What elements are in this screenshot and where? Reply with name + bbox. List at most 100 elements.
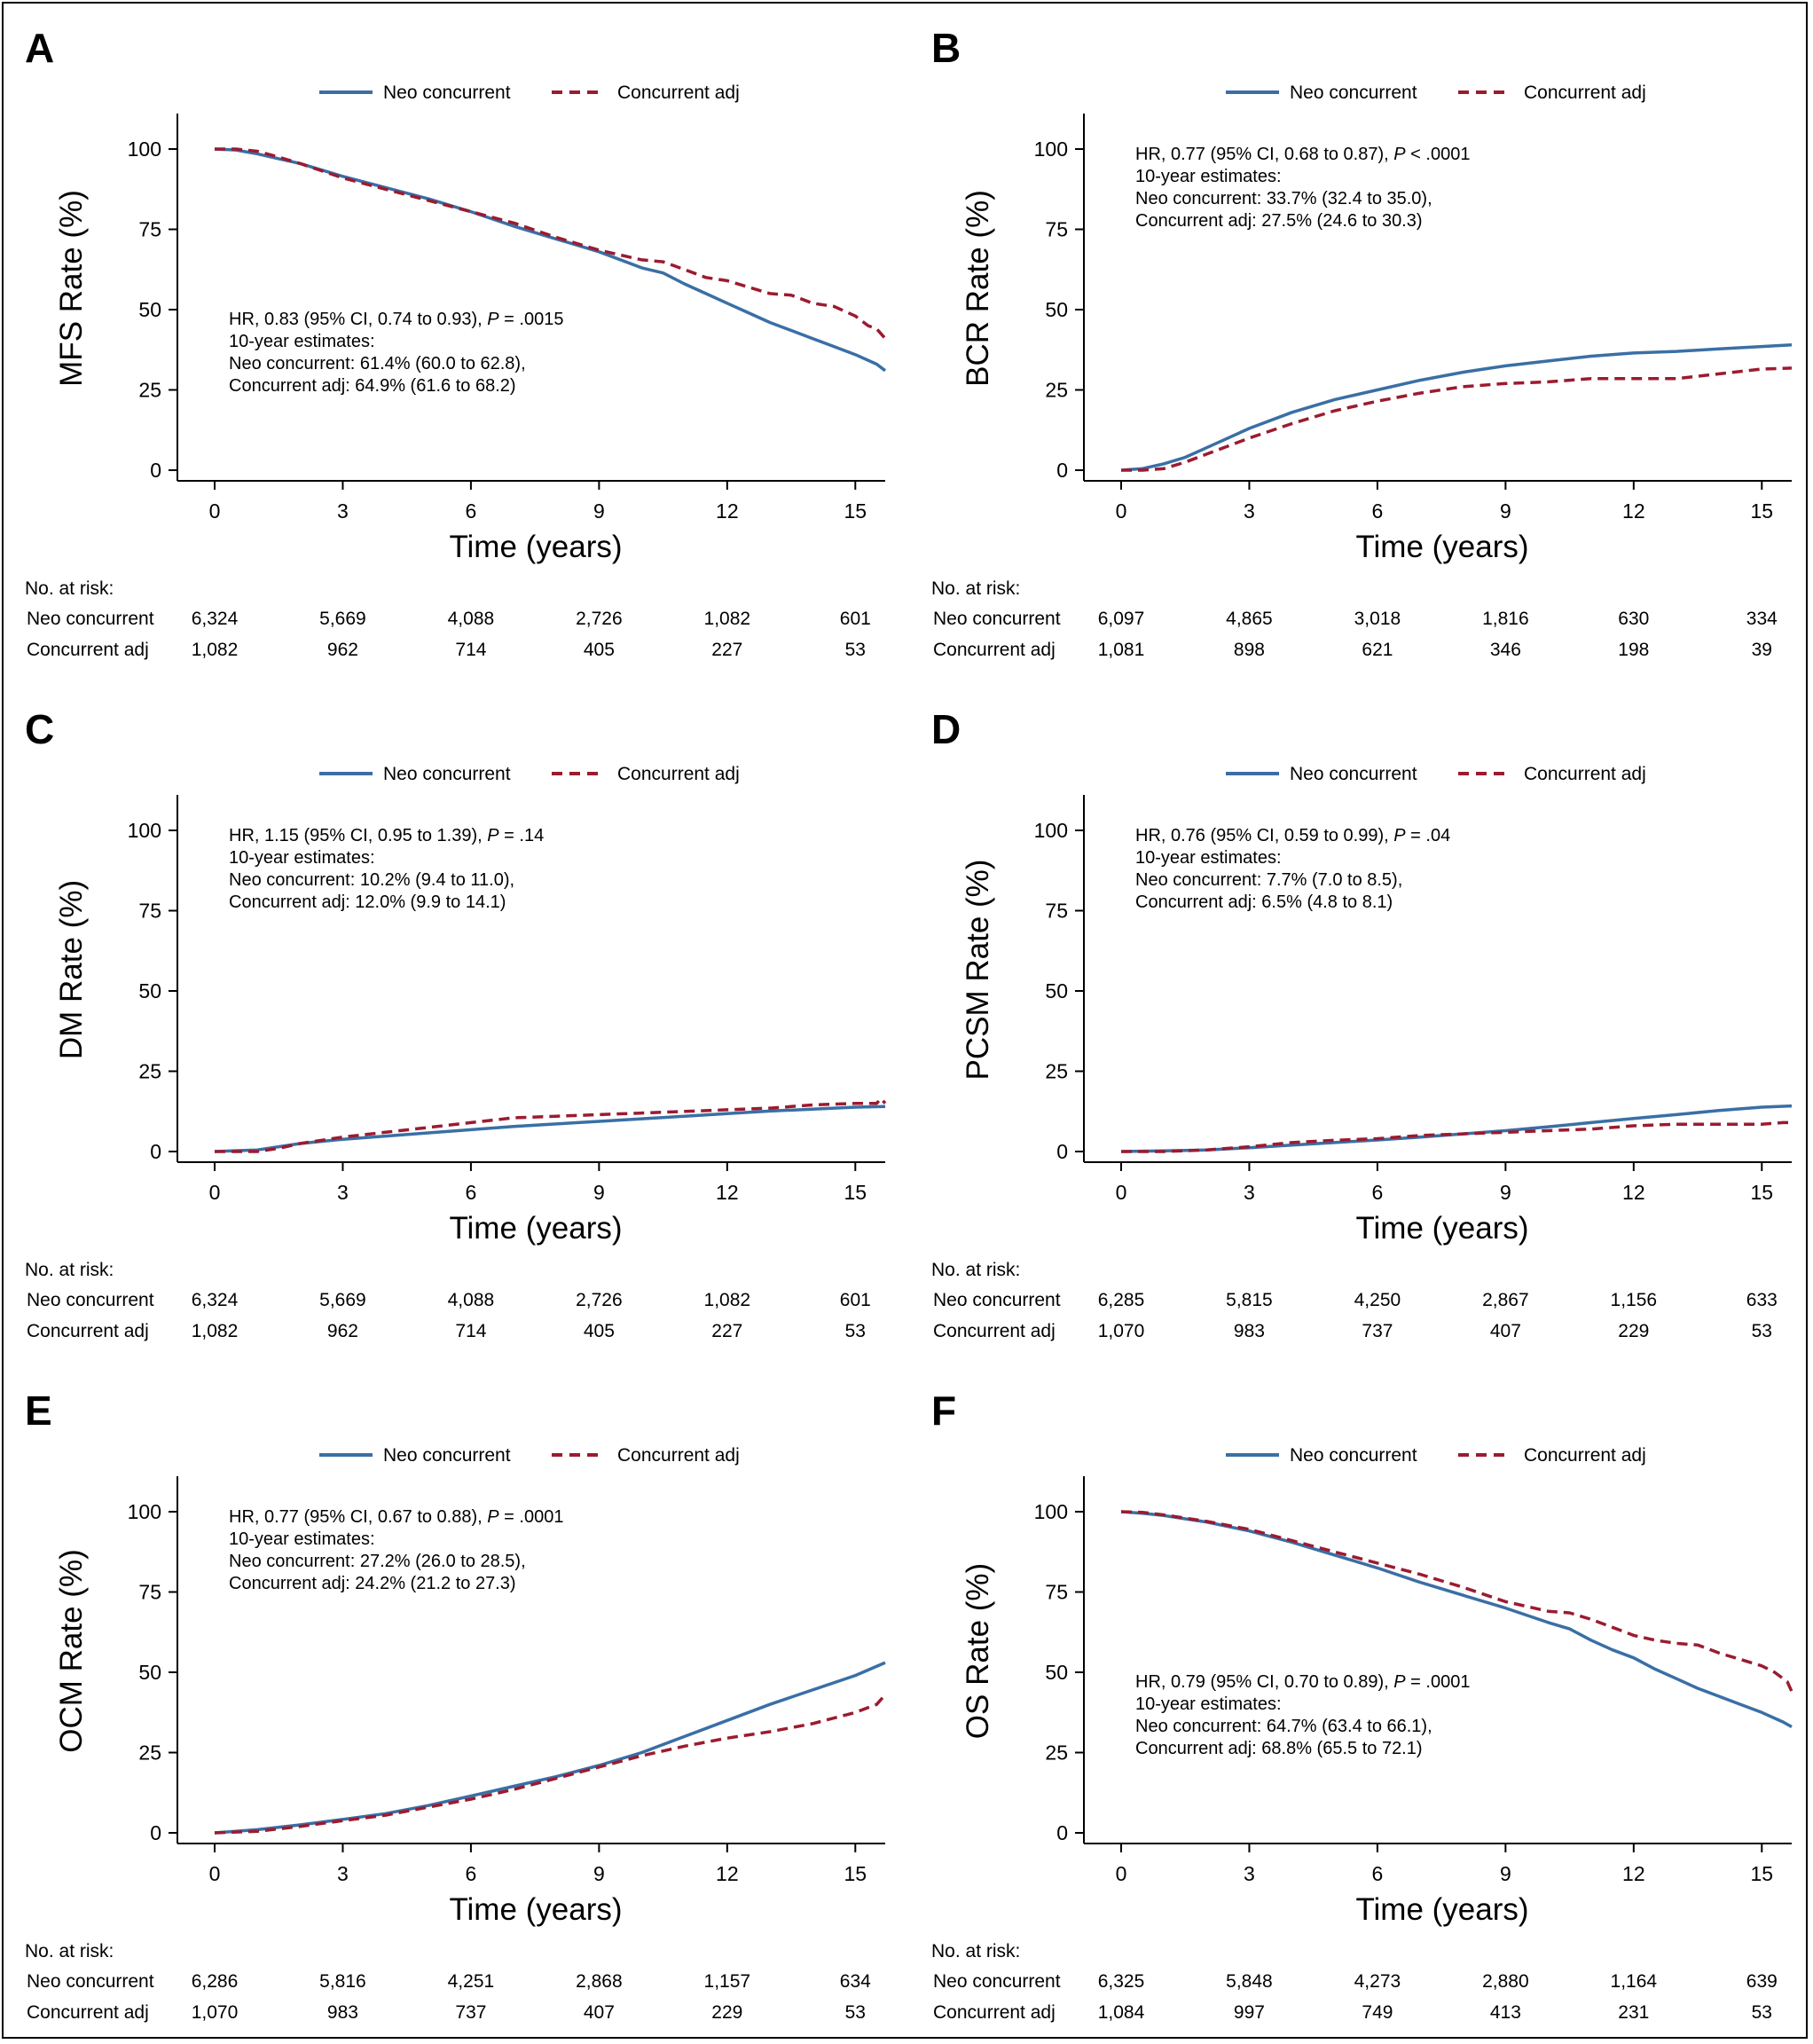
annotation-line: Concurrent adj: 12.0% (9.9 to 14.1) [229, 892, 506, 912]
panel-e: E 0 25 50 75 100 0 3 6 9 12 15 Time (years) OCM Rate … [0, 1363, 906, 2044]
risk-value: 983 [1234, 1321, 1265, 1341]
risk-row-label: Concurrent adj [933, 640, 1056, 660]
series-line-neo-concurrent [1120, 1104, 1793, 1153]
risk-row-label: Neo concurrent [27, 1290, 154, 1310]
x-tick-label: 3 [1244, 1862, 1255, 1885]
y-tick-label: 100 [128, 819, 161, 842]
risk-row-label: Concurrent adj [27, 1321, 149, 1341]
x-tick-label: 3 [337, 499, 349, 523]
y-axis-title: PCSM Rate (%) [961, 860, 995, 1081]
x-tick-label: 6 [1372, 1181, 1384, 1204]
risk-value: 229 [711, 2002, 742, 2023]
risk-value: 4,250 [1354, 1290, 1401, 1310]
x-tick-label: 15 [844, 1862, 867, 1885]
series-line-concurrent-adj [214, 1694, 887, 1835]
annotation-line: Neo concurrent: 27.2% (26.0 to 28.5), [229, 1552, 526, 1571]
risk-row-label: Concurrent adj [933, 2002, 1056, 2023]
series-line-concurrent-adj [1121, 366, 1793, 472]
panel-f: F 0 25 50 75 100 0 3 6 9 12 15 Time (years) OS Rate (… [906, 1363, 1813, 2044]
panel-letter: B [931, 25, 961, 71]
chart-svg: D 0 25 50 75 100 0 3 6 9 12 15 Time (years) PCSM Rate… [931, 706, 1793, 1341]
risk-value: 1,070 [192, 2002, 239, 2023]
x-tick-label: 9 [593, 1862, 605, 1885]
risk-value: 1,156 [1611, 1290, 1658, 1310]
x-axis-title: Time (years) [1355, 1892, 1528, 1927]
risk-header: No. at risk: [931, 1260, 1020, 1280]
y-tick-label: 0 [150, 1821, 161, 1844]
risk-row-label: Neo concurrent [933, 1290, 1061, 1310]
annotation-line: HR, 0.77 (95% CI, 0.68 to 0.87), P < .00… [1135, 145, 1470, 164]
risk-value: 4,251 [448, 1971, 495, 1992]
annotation-line: Concurrent adj: 68.8% (65.5 to 72.1) [1135, 1739, 1423, 1758]
series-line-concurrent-adj [215, 147, 887, 340]
risk-value: 405 [584, 640, 615, 660]
risk-value: 898 [1234, 640, 1265, 660]
series-line-neo-concurrent [214, 1105, 886, 1153]
risk-value: 4,088 [448, 1290, 495, 1310]
y-tick-label: 75 [1045, 218, 1068, 241]
legend-label-concurrent: Concurrent adj [1524, 1445, 1646, 1466]
risk-value: 1,081 [1098, 640, 1145, 660]
risk-value: 2,726 [576, 1290, 623, 1310]
risk-value: 53 [1752, 1321, 1772, 1341]
risk-value: 53 [845, 1321, 866, 1341]
x-tick-label: 6 [466, 1862, 477, 1885]
risk-value: 6,097 [1098, 609, 1145, 629]
x-tick-label: 3 [337, 1181, 349, 1204]
risk-value: 407 [584, 2002, 615, 2023]
chart-svg: E 0 25 50 75 100 0 3 6 9 12 15 Time (years) OCM Rate … [25, 1388, 887, 2023]
y-tick-label: 75 [138, 1581, 161, 1604]
risk-value: 1,082 [192, 1321, 239, 1341]
y-tick-label: 25 [1045, 1741, 1068, 1765]
panel-a: A 0 25 50 75 100 0 3 6 9 12 15 Time (years) MFS Rate … [0, 0, 906, 681]
legend-label-neo: Neo concurrent [1290, 1445, 1417, 1466]
y-tick-label: 50 [1045, 979, 1068, 1002]
x-tick-label: 15 [1750, 1181, 1773, 1204]
y-tick-label: 100 [128, 138, 161, 161]
y-tick-label: 25 [138, 1060, 161, 1083]
x-tick-label: 6 [1372, 499, 1384, 523]
annotation-line: Concurrent adj: 6.5% (4.8 to 8.1) [1135, 892, 1393, 912]
x-tick-label: 0 [209, 1862, 221, 1885]
y-axis-title: BCR Rate (%) [961, 190, 995, 387]
risk-value: 3,018 [1354, 609, 1401, 629]
risk-value: 601 [840, 1290, 871, 1310]
y-tick-label: 75 [138, 218, 161, 241]
risk-row-label: Concurrent adj [27, 640, 149, 660]
risk-value: 633 [1746, 1290, 1778, 1310]
legend-label-concurrent: Concurrent adj [617, 83, 740, 103]
risk-value: 6,325 [1098, 1971, 1145, 1992]
risk-value: 2,726 [576, 609, 623, 629]
annotation-line: HR, 0.77 (95% CI, 0.67 to 0.88), P = .00… [229, 1507, 563, 1527]
x-tick-label: 9 [593, 499, 605, 523]
series-line-neo-concurrent [1120, 343, 1793, 472]
risk-value: 601 [840, 609, 871, 629]
x-tick-label: 12 [1622, 1862, 1645, 1885]
y-tick-label: 75 [1045, 1581, 1068, 1604]
risk-value: 39 [1752, 640, 1772, 660]
panel-letter: C [25, 706, 54, 752]
legend-label-concurrent: Concurrent adj [617, 1445, 740, 1466]
risk-value: 1,157 [704, 1971, 751, 1992]
risk-value: 407 [1490, 1321, 1521, 1341]
series-line-concurrent-adj [1120, 1510, 1793, 1693]
annotation-line: 10-year estimates: [229, 848, 375, 868]
risk-value: 737 [1362, 1321, 1393, 1341]
annotation-line: Concurrent adj: 27.5% (24.6 to 30.3) [1135, 211, 1423, 231]
x-tick-label: 3 [337, 1862, 349, 1885]
x-tick-label: 15 [1750, 499, 1773, 523]
risk-value: 53 [845, 2002, 866, 2023]
x-tick-label: 0 [1116, 1862, 1127, 1885]
risk-value: 714 [455, 640, 486, 660]
risk-value: 53 [1752, 2002, 1772, 2023]
annotation-line: Neo concurrent: 33.7% (32.4 to 35.0), [1135, 189, 1432, 208]
risk-value: 5,848 [1226, 1971, 1273, 1992]
y-axis-title: OS Rate (%) [961, 1563, 995, 1739]
risk-value: 6,285 [1098, 1290, 1145, 1310]
x-tick-label: 12 [716, 1181, 739, 1204]
risk-value: 1,082 [704, 1290, 751, 1310]
risk-value: 5,816 [319, 1971, 366, 1992]
x-axis-title: Time (years) [1355, 530, 1528, 564]
